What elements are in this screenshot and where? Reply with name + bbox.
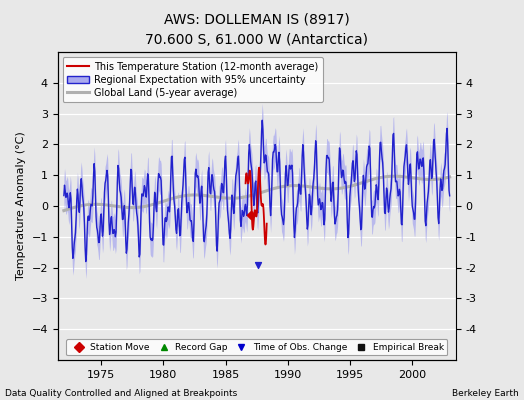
Point — [246, 212, 255, 218]
Y-axis label: Temperature Anomaly (°C): Temperature Anomaly (°C) — [16, 132, 26, 280]
Legend: Station Move, Record Gap, Time of Obs. Change, Empirical Break: Station Move, Record Gap, Time of Obs. C… — [66, 339, 447, 356]
Point — [254, 261, 262, 268]
Title: AWS: DOLLEMAN IS (8917)
70.600 S, 61.000 W (Antarctica): AWS: DOLLEMAN IS (8917) 70.600 S, 61.000… — [145, 12, 368, 47]
Text: Data Quality Controlled and Aligned at Breakpoints: Data Quality Controlled and Aligned at B… — [5, 389, 237, 398]
Text: Berkeley Earth: Berkeley Earth — [452, 389, 519, 398]
